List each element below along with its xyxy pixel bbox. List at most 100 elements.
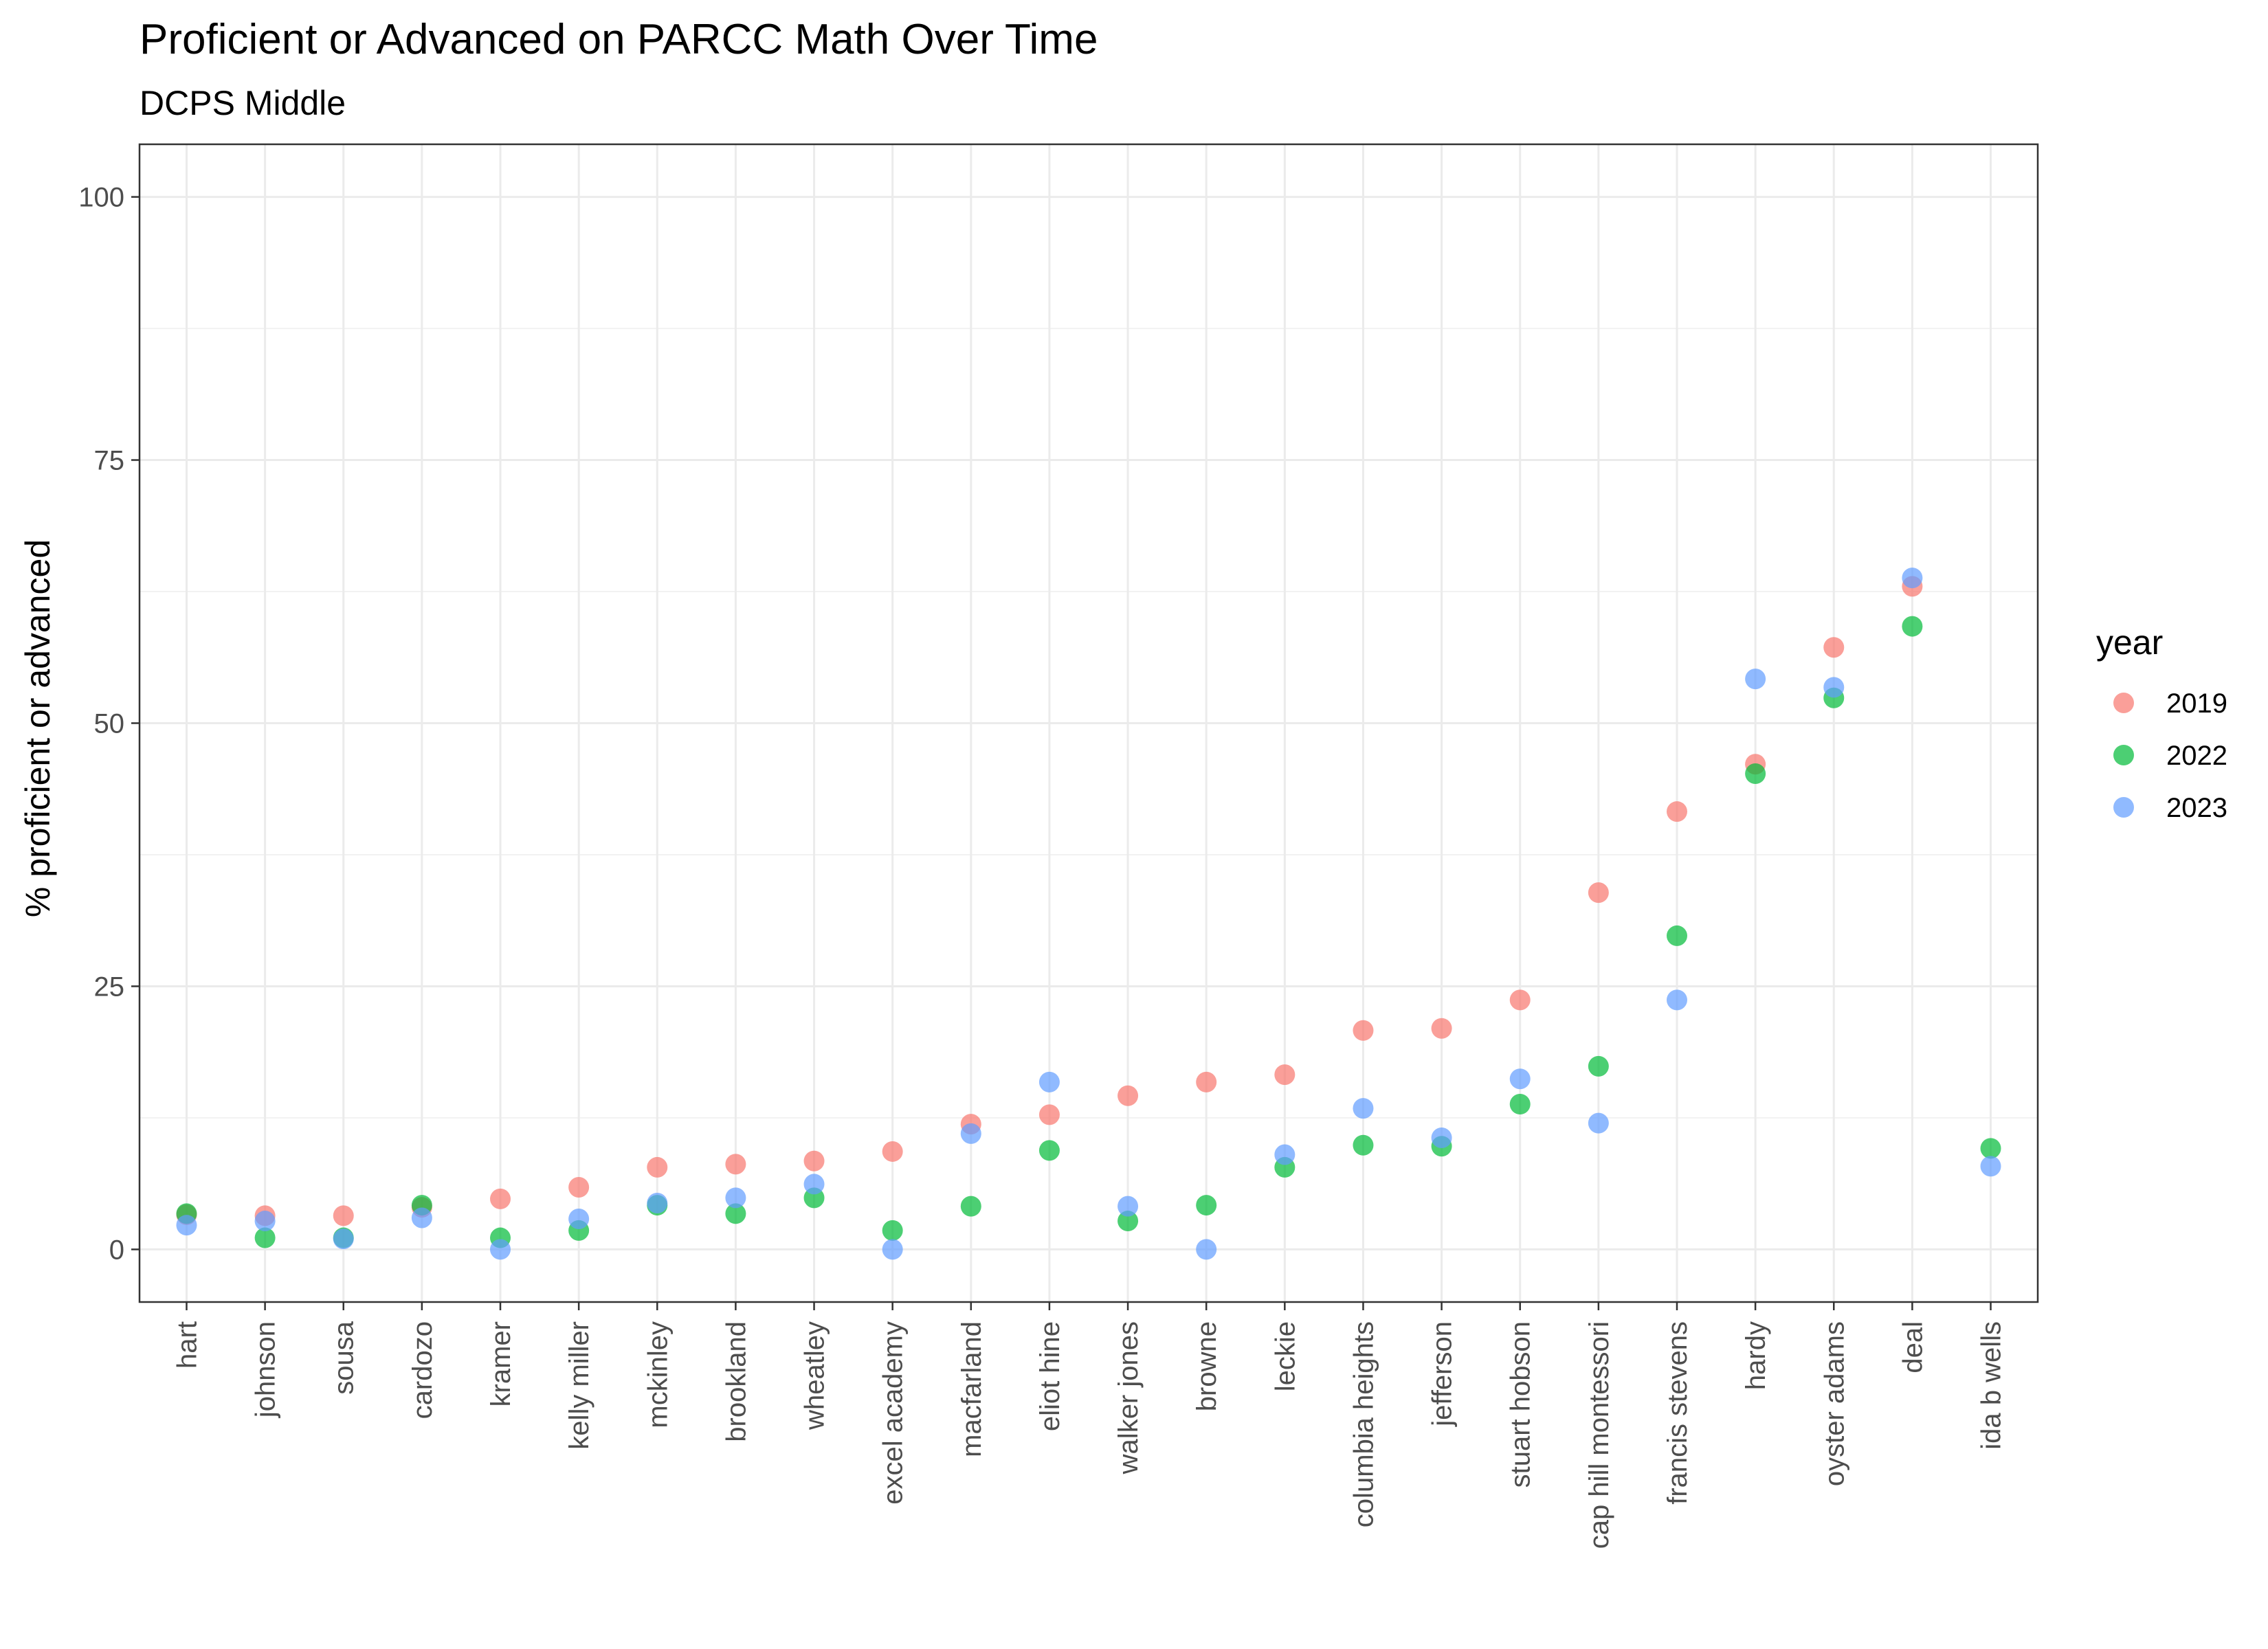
point-2019-excel-academy <box>882 1141 903 1162</box>
point-2022-columbia-heights <box>1353 1134 1374 1156</box>
point-2023-browne <box>1196 1239 1217 1260</box>
point-2019-jefferson <box>1431 1018 1452 1039</box>
legend-label-2019: 2019 <box>2166 688 2227 719</box>
point-2019-kramer <box>490 1188 511 1209</box>
legend-label-2022: 2022 <box>2166 741 2227 771</box>
y-tick-label: 75 <box>94 446 125 476</box>
point-2019-oyster-adams <box>1823 637 1845 658</box>
x-tick-label: johnson <box>251 1321 281 1418</box>
point-2022-cap-hill-montessori <box>1588 1055 1609 1077</box>
point-2019-cap-hill-montessori <box>1588 882 1609 904</box>
x-tick-label: ida b wells <box>1977 1321 2007 1450</box>
point-2023-ida-b-wells <box>1980 1156 2001 1177</box>
y-tick-label: 100 <box>78 183 124 213</box>
x-tick-label: hardy <box>1741 1321 1771 1390</box>
x-tick-label: sousa <box>329 1321 359 1394</box>
point-2022-deal <box>1902 616 1923 637</box>
point-2022-brookland <box>725 1203 746 1224</box>
x-tick-label: cap hill montessori <box>1584 1321 1614 1549</box>
x-tick-label: hart <box>172 1321 202 1369</box>
legend-key-2023 <box>2113 797 2134 818</box>
points <box>176 568 2001 1260</box>
x-tick-label: macfarland <box>957 1321 987 1457</box>
legend-key-2022 <box>2113 745 2134 765</box>
point-2019-eliot-hine <box>1038 1104 1060 1125</box>
point-2019-kelly-miller <box>568 1177 590 1198</box>
grid <box>140 144 2038 1302</box>
y-tick-label: 25 <box>94 972 125 1002</box>
point-2023-excel-academy <box>882 1239 903 1260</box>
point-2023-columbia-heights <box>1353 1098 1374 1119</box>
legend-key-2019 <box>2113 693 2134 713</box>
point-2023-jefferson <box>1431 1128 1452 1149</box>
point-2019-columbia-heights <box>1353 1020 1374 1041</box>
point-2023-eliot-hine <box>1038 1071 1060 1092</box>
x-tick-label: stuart hobson <box>1506 1321 1536 1488</box>
point-2022-stuart-hobson <box>1509 1094 1531 1115</box>
point-2019-wheatley <box>803 1150 825 1171</box>
point-2023-sousa <box>333 1229 354 1250</box>
point-2022-macfarland <box>960 1196 981 1217</box>
point-2023-brookland <box>725 1187 746 1209</box>
chart-title: Proficient or Advanced on PARCC Math Ove… <box>140 16 1098 63</box>
point-2019-leckie <box>1274 1064 1296 1086</box>
x-tick-label: wheatley <box>800 1321 830 1431</box>
legend-items: 2019 2022 2023 <box>2113 688 2227 823</box>
point-2019-stuart-hobson <box>1509 989 1531 1011</box>
point-2023-macfarland <box>960 1123 981 1144</box>
point-2019-walker-jones <box>1118 1085 1139 1106</box>
point-2023-wheatley <box>803 1174 825 1195</box>
x-tick-label: browne <box>1192 1321 1222 1411</box>
x-tick-label: kelly miller <box>564 1321 594 1450</box>
x-tick-label: columbia heights <box>1348 1321 1379 1527</box>
point-2023-cap-hill-montessori <box>1588 1112 1609 1134</box>
chart-subtitle: DCPS Middle <box>140 84 346 122</box>
point-2023-mckinley <box>647 1193 668 1214</box>
point-2022-browne <box>1196 1195 1217 1216</box>
y-tick-label: 0 <box>109 1235 124 1265</box>
x-tick-label: brookland <box>721 1321 751 1442</box>
point-2022-eliot-hine <box>1038 1140 1060 1161</box>
point-2019-sousa <box>333 1205 354 1226</box>
x-tick-label: francis stevens <box>1663 1321 1693 1505</box>
point-2019-francis-stevens <box>1666 801 1687 822</box>
point-2023-johnson <box>254 1211 276 1232</box>
point-2022-ida-b-wells <box>1980 1138 2001 1159</box>
point-2023-francis-stevens <box>1666 989 1687 1011</box>
point-2023-hart <box>176 1215 197 1236</box>
x-tick-label: leckie <box>1270 1321 1300 1391</box>
point-2023-oyster-adams <box>1823 677 1845 698</box>
point-2023-deal <box>1902 568 1923 589</box>
point-2023-walker-jones <box>1118 1196 1139 1217</box>
legend-label-2023: 2023 <box>2166 793 2227 823</box>
point-2023-kramer <box>490 1239 511 1260</box>
legend: year 2019 2022 2023 <box>2096 623 2227 823</box>
x-tick-label: deal <box>1898 1321 1928 1373</box>
y-tick-label: 50 <box>94 709 125 739</box>
point-2023-cardozo <box>411 1207 432 1229</box>
point-2022-francis-stevens <box>1666 925 1687 946</box>
point-2023-stuart-hobson <box>1509 1068 1531 1090</box>
point-2019-browne <box>1196 1071 1217 1092</box>
x-tick-label: eliot hine <box>1035 1321 1065 1431</box>
point-2022-johnson <box>254 1227 276 1248</box>
point-2019-mckinley <box>647 1156 668 1178</box>
point-2023-hardy <box>1745 669 1766 690</box>
y-axis-label: % proficient or advanced <box>19 539 57 917</box>
point-2023-kelly-miller <box>568 1208 590 1229</box>
point-2022-walker-jones <box>1118 1211 1139 1232</box>
x-tick-label: jefferson <box>1427 1321 1458 1427</box>
point-2023-leckie <box>1274 1144 1296 1165</box>
x-tick-label: kramer <box>486 1321 516 1406</box>
point-2019-brookland <box>725 1154 746 1175</box>
point-2022-excel-academy <box>882 1220 903 1241</box>
x-tick-label: excel academy <box>878 1321 909 1505</box>
axes: 0 25 50 75 100 hart johnson sousa cardozo kramer k… <box>78 183 2006 1549</box>
legend-title: year <box>2096 623 2163 662</box>
x-tick-label: oyster adams <box>1819 1321 1849 1486</box>
x-tick-label: mckinley <box>643 1321 673 1428</box>
point-2022-hardy <box>1745 763 1766 785</box>
x-tick-label: walker jones <box>1113 1321 1144 1474</box>
x-tick-label: cardozo <box>408 1321 438 1419</box>
